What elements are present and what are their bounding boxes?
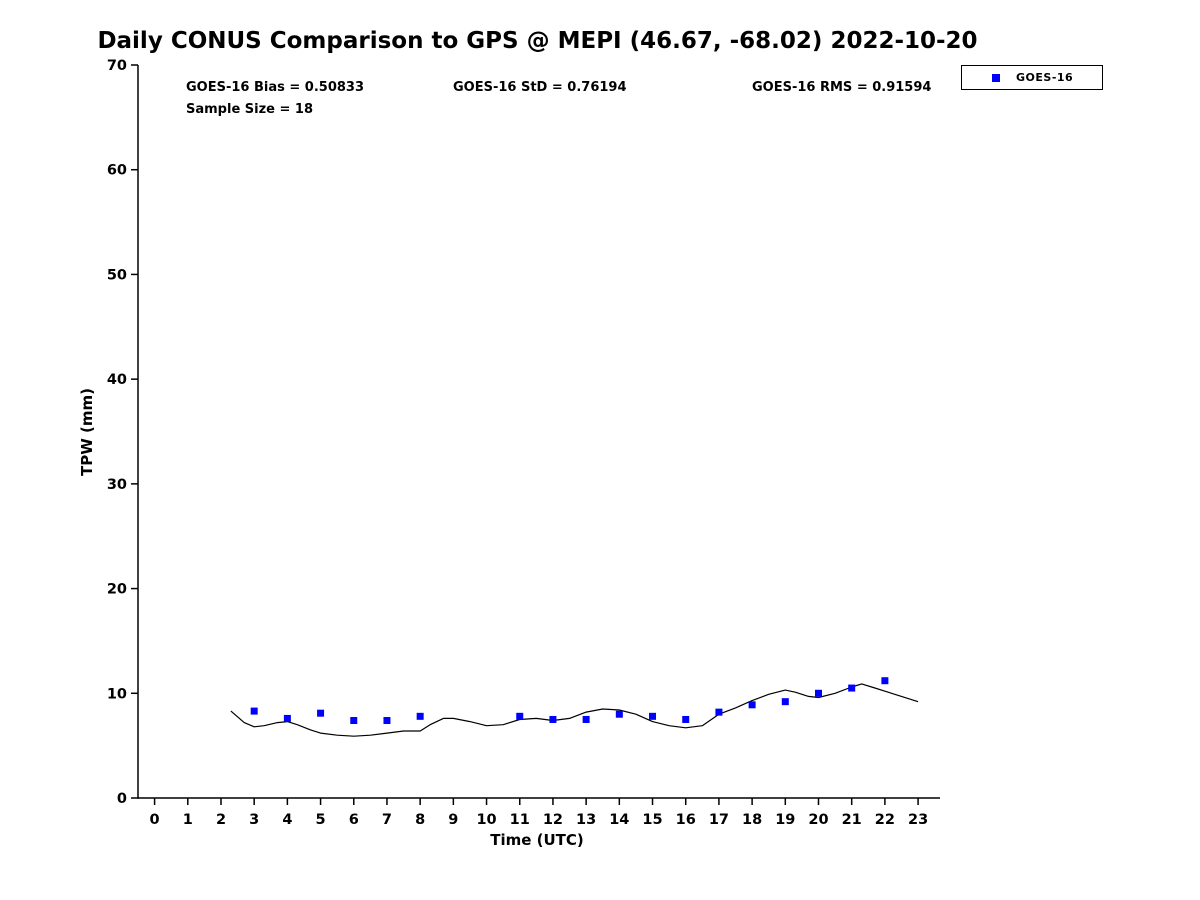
goes16-marker: [682, 715, 690, 723]
annotation-std: GOES-16 StD = 0.76194: [453, 80, 627, 95]
annotation-sample-size: Sample Size = 18: [186, 102, 314, 117]
x-tick-label: 16: [676, 812, 696, 828]
gps-line: [230, 683, 919, 737]
x-tick-label: 14: [609, 812, 629, 828]
x-tick-label: 3: [249, 812, 259, 828]
x-tick-label: 11: [510, 812, 530, 828]
y-tick-label: 10: [107, 686, 127, 702]
goes16-marker: [549, 715, 557, 723]
y-axis-label: TPW (mm): [78, 388, 96, 476]
annotation-rms: GOES-16 RMS = 0.91594: [752, 80, 932, 95]
legend: GOES-16: [961, 65, 1103, 90]
goes16-marker: [781, 698, 789, 706]
x-tick-label: 7: [382, 812, 392, 828]
x-tick-label: 2: [216, 812, 226, 828]
goes16-marker: [814, 689, 822, 697]
y-tick-label: 0: [117, 791, 127, 807]
x-axis-label: Time (UTC): [490, 831, 584, 849]
x-tick-label: 6: [349, 812, 359, 828]
x-tick-label: 4: [282, 812, 292, 828]
goes16-marker: [881, 677, 889, 685]
goes16-marker: [649, 712, 657, 720]
goes16-marker: [283, 714, 291, 722]
goes16-marker: [350, 717, 358, 725]
goes16-marker: [317, 709, 325, 717]
goes16-marker: [516, 712, 524, 720]
x-tick-label: 20: [808, 812, 828, 828]
y-tick-label: 50: [107, 267, 127, 283]
chart-title: Daily CONUS Comparison to GPS @ MEPI (46…: [97, 28, 978, 54]
goes16-marker: [748, 701, 756, 709]
x-tick-label: 18: [742, 812, 762, 828]
x-tick-label: 23: [908, 812, 928, 828]
legend-square-marker-icon: [992, 73, 1000, 82]
goes16-marker: [416, 712, 424, 720]
x-tick-label: 13: [576, 812, 596, 828]
goes16-marker: [582, 715, 590, 723]
x-tick-label: 8: [415, 812, 425, 828]
goes16-marker: [250, 707, 258, 715]
goes16-marker: [615, 710, 623, 718]
y-tick-label: 60: [107, 163, 127, 179]
x-tick-label: 17: [709, 812, 729, 828]
goes16-marker: [383, 717, 391, 725]
x-tick-label: 9: [448, 812, 458, 828]
x-tick-label: 10: [476, 812, 496, 828]
y-tick-label: 30: [107, 477, 127, 493]
x-tick-label: 0: [150, 812, 160, 828]
y-tick-label: 20: [107, 582, 127, 598]
goes16-marker: [848, 684, 856, 692]
x-tick-label: 22: [875, 812, 895, 828]
goes16-marker: [715, 708, 723, 716]
x-tick-label: 5: [316, 812, 326, 828]
annotation-bias: GOES-16 Bias = 0.50833: [186, 80, 365, 95]
x-tick-label: 12: [543, 812, 563, 828]
x-tick-label: 21: [842, 812, 862, 828]
x-tick-label: 15: [642, 812, 662, 828]
x-tick-label: 1: [183, 812, 193, 828]
y-tick-label: 70: [107, 58, 127, 74]
y-tick-label: 40: [107, 372, 127, 388]
x-tick-label: 19: [775, 812, 795, 828]
legend-entry-label: GOES-16: [1016, 71, 1074, 84]
